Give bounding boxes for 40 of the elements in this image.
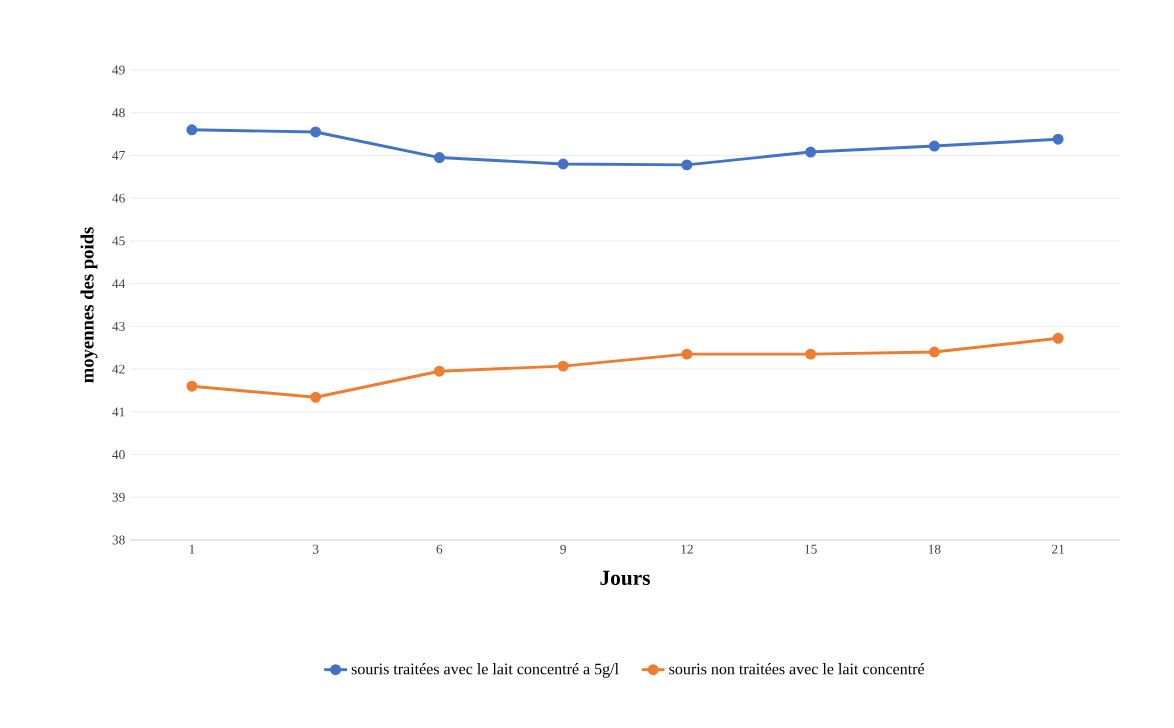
y-tick-label: 46 [112,193,125,203]
point [310,391,322,403]
y-tick-label: 41 [112,407,125,417]
x-tick-label: 18 [928,544,941,554]
y-tick-label: 40 [112,450,125,460]
point [557,360,569,372]
point [557,158,569,170]
y-tick-label: 38 [112,535,125,545]
y-tick-label: 49 [112,65,125,75]
x-tick-label: 3 [312,544,319,554]
x-tick-label: 6 [436,544,443,554]
point [433,365,445,377]
point [805,146,817,158]
point [186,124,198,136]
y-tick-label: 45 [112,236,125,246]
legend-label: souris non traitées avec le lait concentré [669,663,925,675]
y-tick-label: 43 [112,321,125,331]
y-tick-label: 48 [112,108,125,118]
point [1052,332,1064,344]
x-tick-label: 1 [189,544,195,554]
x-tick-label: 15 [805,544,817,554]
point [433,152,445,164]
legend-label: souris traitées avec le lait concentré a 5g/l [351,663,619,678]
point [928,140,940,152]
y-tick-label: 39 [112,492,125,502]
x-tick-label: 9 [560,544,566,554]
x-axis-title: Jours [600,570,650,586]
point [681,159,693,171]
x-tick-label: 21 [1052,544,1064,554]
x-tick-label: 12 [681,544,693,554]
y-axis-title: moyennes des poids [80,227,98,383]
point [805,348,817,360]
point [310,126,322,138]
point [681,348,693,360]
point [928,346,940,358]
point [1052,133,1064,145]
y-tick-label: 47 [112,151,125,160]
y-tick-label: 42 [112,364,125,374]
point [186,380,198,392]
y-tick-label: 44 [112,279,126,289]
